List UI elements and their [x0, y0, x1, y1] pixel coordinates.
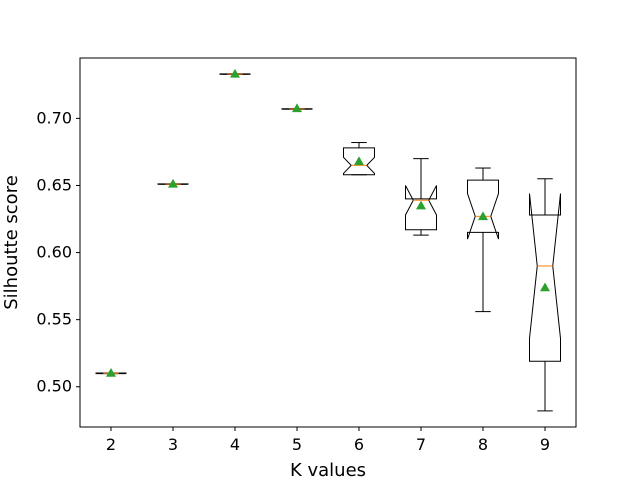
mean-marker-k3	[168, 178, 178, 188]
x-tick-label: 6	[354, 435, 364, 454]
box-k7	[405, 185, 437, 231]
mean-marker-k7	[416, 200, 426, 210]
mean-marker-k6	[354, 156, 364, 166]
x-tick-label: 9	[540, 435, 550, 454]
y-tick-label: 0.55	[36, 310, 72, 329]
mean-marker-k2	[106, 368, 116, 377]
axes-frame	[79, 57, 577, 428]
y-tick-label: 0.50	[36, 377, 72, 396]
y-axis-label: Silhoutte score	[1, 175, 22, 310]
x-tick-label: 4	[230, 435, 240, 454]
mean-marker-k8	[478, 211, 488, 221]
plot-elements	[95, 68, 561, 412]
mean-marker-k5	[292, 103, 302, 113]
x-axis-label: K values	[290, 460, 366, 480]
x-tick-label: 8	[478, 435, 488, 454]
x-tick-label: 2	[106, 435, 116, 454]
y-tick-label: 0.65	[36, 175, 72, 194]
mean-marker-k9	[540, 282, 550, 292]
axis-ticks: 0.50 0.55 0.60 0.65 0.70 2 3 4 5 6 7 8 9	[36, 108, 550, 454]
box-k9	[529, 193, 561, 362]
y-tick-label: 0.60	[36, 243, 72, 262]
box-k8	[467, 179, 499, 240]
x-tick-label: 5	[292, 435, 302, 454]
y-tick-label: 0.70	[36, 108, 72, 127]
x-tick-label: 7	[416, 435, 426, 454]
box-k6	[343, 147, 375, 176]
x-tick-label: 3	[168, 435, 178, 454]
mean-marker-k4	[230, 68, 240, 78]
